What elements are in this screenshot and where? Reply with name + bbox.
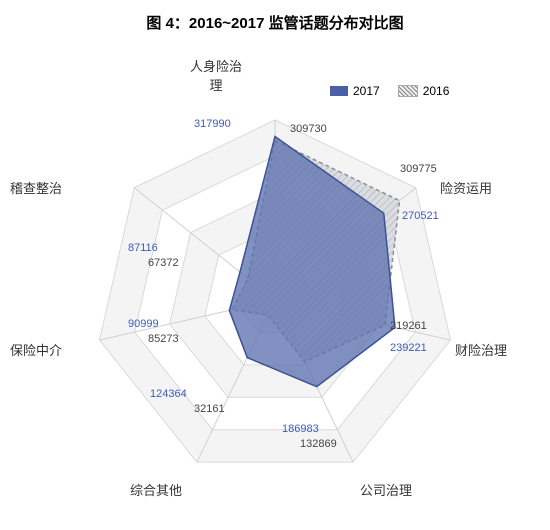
- value-label-2017-1: 270521: [402, 210, 439, 222]
- value-label-2016-4: 32161: [194, 403, 225, 415]
- value-label-2016-1: 309775: [400, 163, 437, 175]
- axis-label-5: 保险中介: [10, 340, 62, 359]
- value-label-2016-6: 67372: [148, 257, 179, 269]
- value-label-2016-5: 85273: [148, 333, 179, 345]
- axis-label-4: 综合其他: [130, 480, 182, 499]
- value-label-2017-5: 90999: [128, 318, 159, 330]
- value-label-2017-3: 186983: [282, 423, 319, 435]
- value-label-2017-0: 317990: [194, 118, 231, 130]
- value-label-2017-6: 87116: [128, 242, 158, 254]
- value-label-2017-4: 124364: [150, 388, 187, 400]
- axis-label-3: 公司治理: [360, 480, 412, 499]
- value-label-2016-3: 132869: [300, 438, 337, 450]
- axis-label-6: 稽查整治: [10, 178, 62, 197]
- axis-label-2: 财险治理: [455, 340, 507, 359]
- axis-label-0: 人身险治 理: [190, 56, 242, 94]
- axis-label-1: 险资运用: [440, 178, 492, 197]
- radar-chart: [0, 0, 550, 530]
- value-label-2016-2: 219261: [390, 320, 427, 332]
- value-label-2017-2: 239221: [390, 342, 427, 354]
- value-label-2016-0: 309730: [290, 123, 327, 135]
